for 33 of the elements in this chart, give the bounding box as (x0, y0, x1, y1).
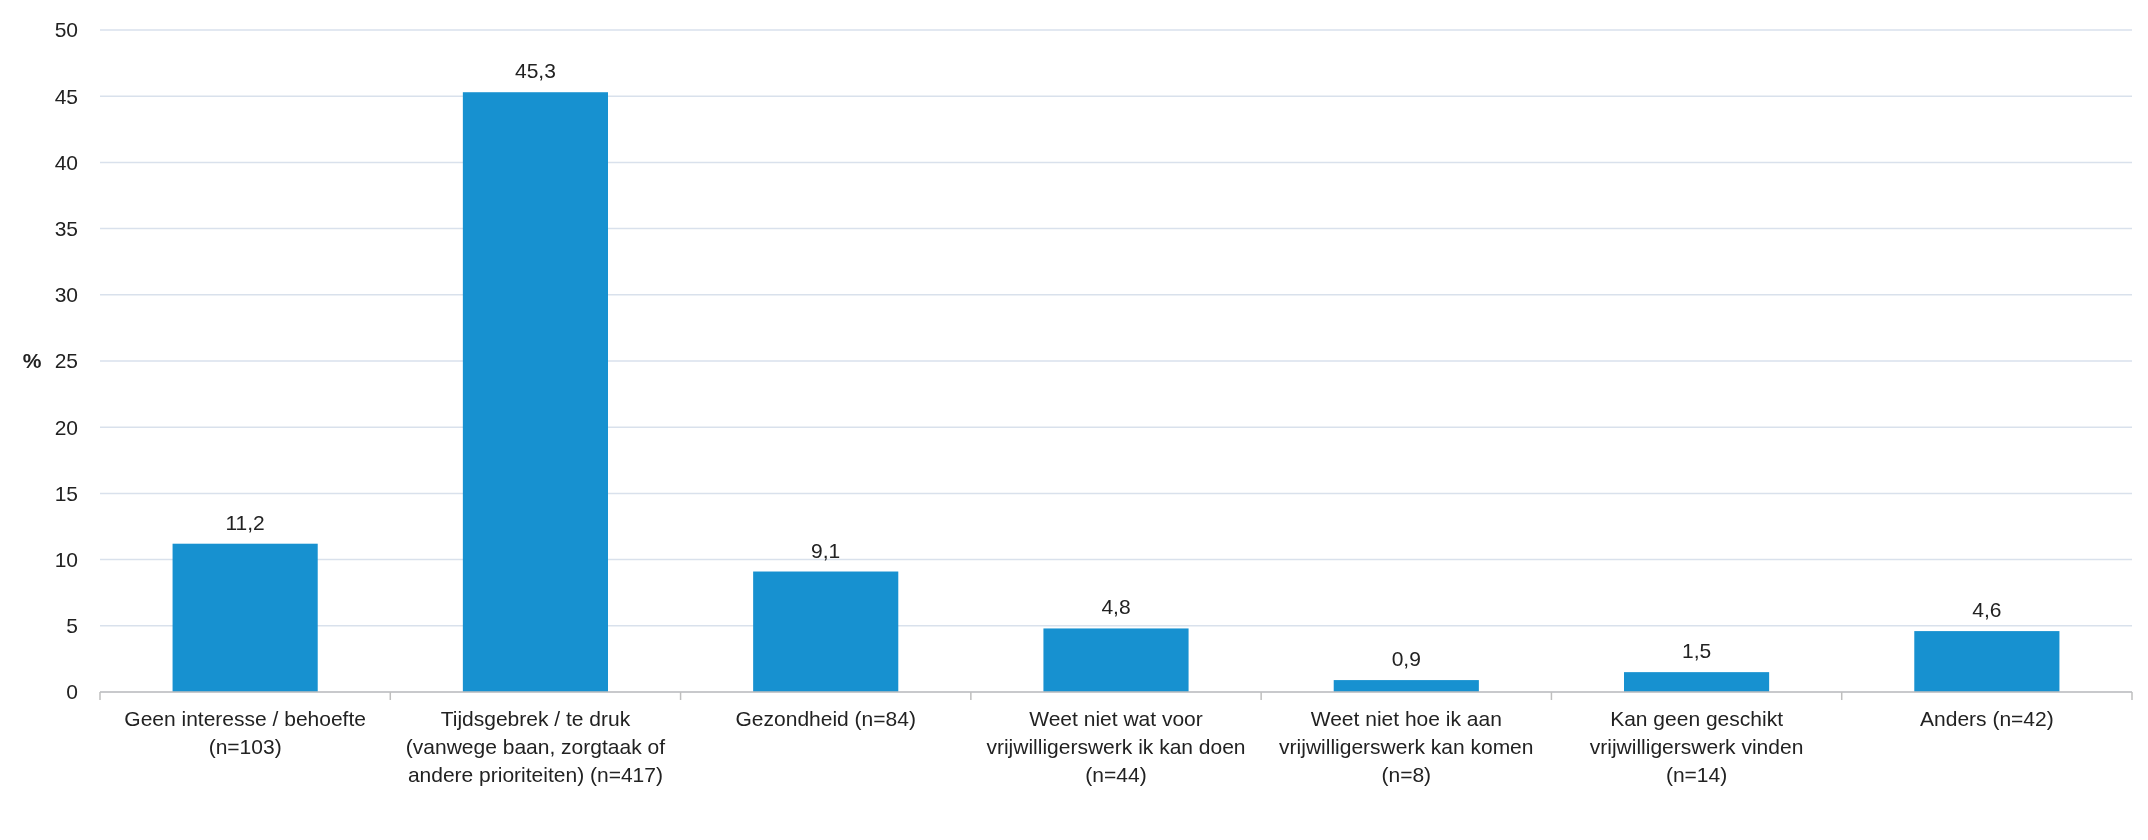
x-tick-label: Tijdsgebrek / te druk (vanwege baan, zorgtaak of andere prioriteiten) (n=417) (405, 707, 666, 786)
bar (1914, 631, 2060, 692)
bar (1043, 628, 1189, 692)
data-label: 9,1 (811, 538, 841, 562)
y-tick-label: 35 (54, 216, 78, 240)
y-tick-label: 40 (54, 150, 78, 174)
x-tick-label: Geen interesse / behoefte (n=103) (124, 707, 366, 758)
y-tick-label: 10 (54, 547, 78, 571)
y-tick-label: 0 (66, 680, 78, 704)
x-tick-label: Kan geen geschikt vrijwilligerswerk vinden (n=14) (1589, 707, 1804, 786)
x-tick-label: Weet niet wat voor vrijwilligerswerk ik kan doen (n=44) (986, 707, 1246, 786)
data-label: 4,6 (1972, 598, 2002, 622)
y-axis-title: % (22, 349, 42, 373)
y-tick-label: 30 (54, 283, 78, 307)
bar (753, 571, 899, 692)
y-tick-label: 50 (54, 18, 78, 42)
bar (1624, 672, 1770, 692)
data-label: 45,3 (514, 59, 556, 83)
bar (172, 543, 318, 692)
bar (1333, 680, 1479, 692)
y-tick-label: 5 (66, 614, 78, 638)
data-label: 4,8 (1101, 595, 1131, 619)
data-label: 0,9 (1391, 647, 1421, 671)
x-tick-label: Gezondheid (n=84) (735, 707, 916, 730)
data-label: 11,2 (225, 510, 265, 534)
y-tick-label: 25 (54, 349, 78, 373)
x-tick-label: Anders (n=42) (1920, 707, 2054, 730)
x-tick-label: Weet niet hoe ik aan vrijwilligerswerk kan komen (n=8) (1279, 707, 1534, 786)
y-tick-label: 15 (54, 481, 78, 505)
y-tick-label: 20 (54, 415, 78, 439)
bar (462, 92, 608, 692)
y-tick-label: 45 (54, 84, 78, 108)
data-label: 1,5 (1681, 639, 1712, 663)
